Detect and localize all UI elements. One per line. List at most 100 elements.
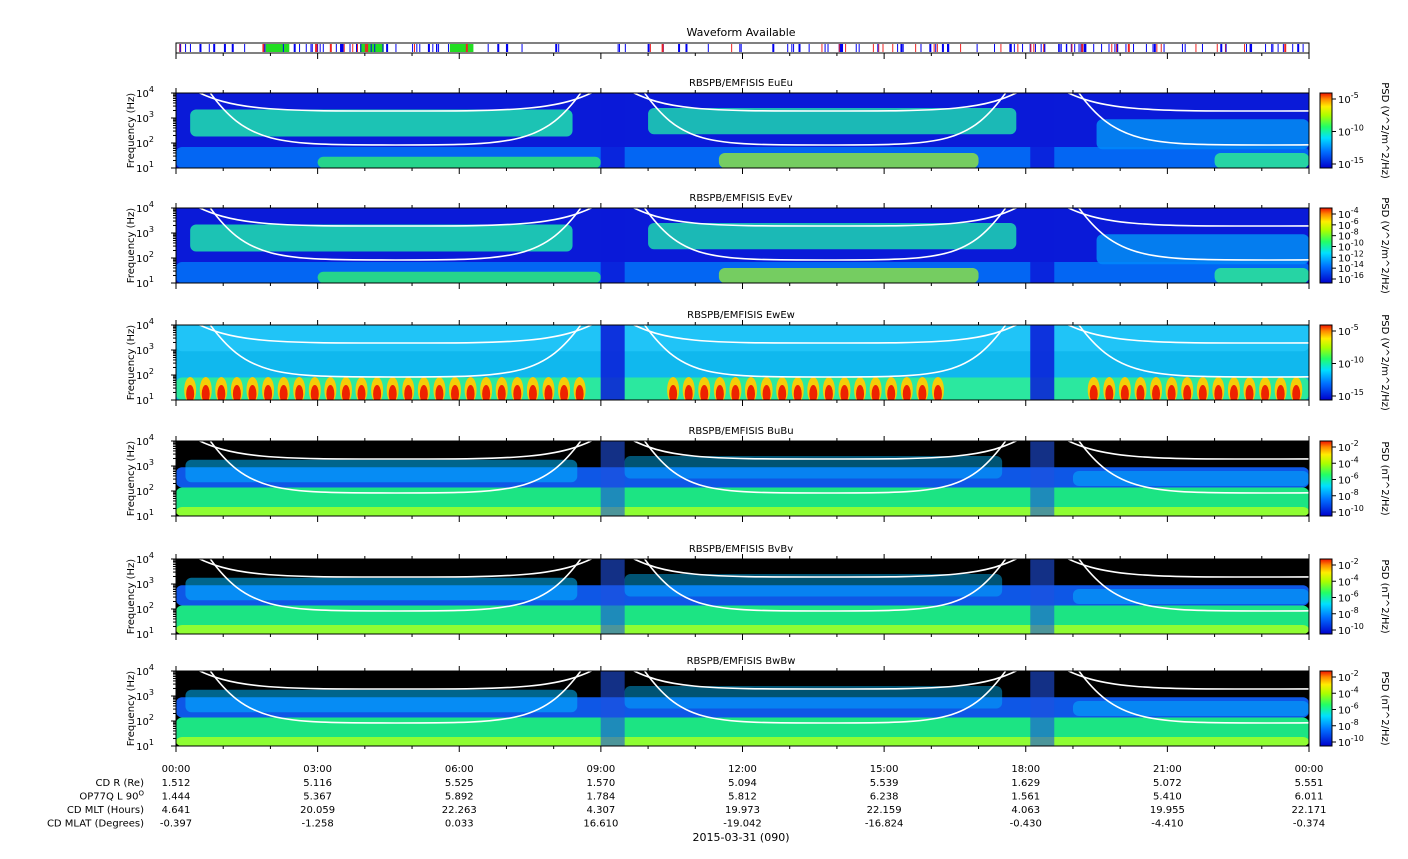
y-tick-label: 104	[136, 433, 154, 448]
fce-curve-upper	[632, 325, 1019, 344]
harmonic-band-core	[497, 385, 506, 400]
emission-band	[1072, 589, 1309, 604]
harmonic-band-core	[310, 385, 319, 400]
ephemeris-value: 6.238	[870, 792, 899, 803]
y-tick-label: 103	[136, 342, 154, 357]
y-tick-label: 101	[136, 626, 154, 641]
fce-curve-upper	[1066, 559, 1309, 578]
y-tick-label: 102	[136, 135, 154, 150]
emission-band	[190, 109, 573, 137]
emission-band	[1096, 234, 1309, 265]
harmonic-band-core	[435, 385, 444, 400]
y-tick-label: 103	[136, 458, 154, 473]
y-tick-label: 102	[136, 601, 154, 616]
panel-title: RBSPB/EMFISIS EuEu	[689, 78, 793, 89]
fce-curve-upper	[632, 441, 1019, 460]
harmonic-band-core	[669, 385, 678, 400]
perigee-strip	[1030, 208, 1055, 283]
colorbar-tick-label: 10-6	[1338, 702, 1359, 717]
harmonic-band-core	[887, 385, 896, 400]
ephemeris-label: CD MLAT (Degrees)	[47, 819, 144, 830]
emission-band	[317, 156, 601, 168]
ephemeris-value: -0.430	[1010, 819, 1042, 830]
emission-band	[185, 577, 578, 601]
ephemeris-value: 4.063	[1011, 805, 1040, 816]
y-tick-label: 104	[136, 663, 154, 678]
emission-band	[190, 224, 573, 252]
harmonic-band-core	[1105, 385, 1114, 400]
ephemeris-value: -1.258	[302, 819, 334, 830]
harmonic-band-core	[778, 385, 787, 400]
y-axis-label: Frequency (Hz)	[126, 325, 137, 401]
harmonic-band-core	[466, 385, 475, 400]
harmonic-band-core	[793, 385, 802, 400]
colorbar-label: PSD (nT^2/Hz)	[1379, 559, 1390, 633]
x-tick-label: 03:00	[303, 764, 332, 775]
colorbar-tick-label: 10-15	[1338, 388, 1364, 403]
colorbar-tick-label: 10-5	[1338, 323, 1359, 338]
ephemeris-value: 1.629	[1011, 778, 1040, 789]
y-tick-label: 102	[136, 367, 154, 382]
fce-curve-upper	[1066, 671, 1309, 690]
colorbar-tick-label: 10-12	[1338, 249, 1364, 264]
colorbar-label: PSD (nT^2/Hz)	[1379, 671, 1390, 745]
perigee-strip	[600, 93, 625, 168]
colorbar-tick-label: 10-10	[1338, 504, 1364, 519]
colorbar-label: PSD (V^2/m^2/Hz)	[1379, 314, 1390, 411]
emission-band	[176, 325, 1309, 352]
colorbar-tick-label: 10-4	[1338, 455, 1359, 470]
harmonic-band-core	[341, 385, 350, 400]
x-tick-label: 15:00	[870, 764, 899, 775]
emission-band	[1096, 119, 1309, 150]
emission-band	[317, 271, 601, 283]
perigee-strip	[1030, 559, 1055, 634]
harmonic-band-core	[186, 385, 195, 400]
harmonic-band-core	[279, 385, 288, 400]
perigee-strip	[1030, 671, 1055, 746]
fce-curve-lower	[209, 208, 582, 261]
harmonic-band-core	[295, 385, 304, 400]
y-tick-label: 103	[136, 688, 154, 703]
emission-band	[176, 507, 1309, 516]
fce-curve-lower	[209, 93, 582, 146]
colorbar-tick-label: 10-14	[1338, 260, 1364, 275]
x-tick-label: 06:00	[445, 764, 474, 775]
colorbar-tick-label: 10-2	[1338, 439, 1359, 454]
y-tick-label: 101	[136, 738, 154, 753]
harmonic-band-core	[388, 385, 397, 400]
ephemeris-value: 19.955	[1150, 805, 1185, 816]
y-axis-label: Frequency (Hz)	[126, 671, 137, 747]
emission-band	[648, 108, 1017, 135]
harmonic-band-core	[248, 385, 257, 400]
y-axis-label: Frequency (Hz)	[126, 441, 137, 517]
perigee-strip	[1030, 325, 1055, 400]
y-tick-label: 103	[136, 110, 154, 125]
colorbar-tick-label: 10-10	[1338, 622, 1364, 637]
fce-curve-upper	[1066, 93, 1309, 112]
y-axis-label: Frequency (Hz)	[126, 208, 137, 284]
fce-curve-lower	[1078, 208, 1309, 261]
panel-title: RBSPB/EMFISIS EvEv	[689, 193, 792, 204]
colorbar-tick-label: 10-4	[1338, 685, 1359, 700]
ephemeris-value: -0.397	[160, 819, 192, 830]
emission-band	[718, 153, 979, 168]
fce-curve-upper	[197, 208, 594, 227]
perigee-strip	[600, 559, 625, 634]
x-tick-label: 09:00	[586, 764, 615, 775]
harmonic-band-core	[1214, 385, 1223, 400]
ephemeris-value: 16.610	[583, 819, 618, 830]
harmonic-band-core	[1261, 385, 1270, 400]
emission-band	[1072, 471, 1309, 486]
ephemeris-label: OP77Q L 90O	[79, 790, 144, 803]
harmonic-band-core	[746, 385, 755, 400]
spectrogram-panel-2: RBSPB/EMFISIS EvEv Frequency (Hz)101 102 10…	[126, 193, 1390, 294]
spectrogram-panel-4: RBSPB/EMFISIS BuBu Frequency (Hz)101 102 10…	[126, 426, 1390, 523]
fce-curve-lower	[1078, 559, 1309, 612]
emission-band	[718, 268, 979, 283]
harmonic-band-core	[419, 385, 428, 400]
colorbar-tick-label: 10-8	[1338, 228, 1359, 243]
ephemeris-value: 1.784	[587, 792, 616, 803]
harmonic-band-core	[513, 385, 522, 400]
waveform-time-ticks	[175, 53, 1310, 59]
